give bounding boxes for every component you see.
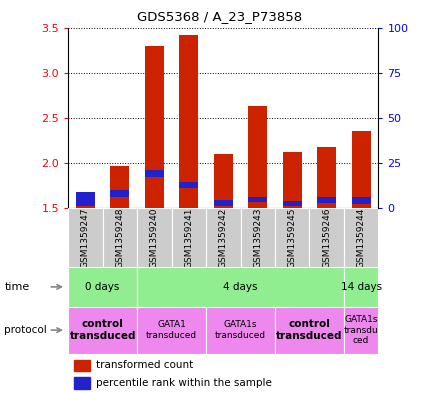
- Bar: [137, 267, 344, 307]
- Bar: [180, 182, 198, 187]
- Text: GSM1359248: GSM1359248: [115, 208, 125, 268]
- Text: control
transduced: control transduced: [70, 320, 136, 341]
- Bar: [344, 267, 378, 307]
- Text: 0 days: 0 days: [85, 282, 120, 292]
- Bar: [68, 208, 103, 267]
- Bar: [283, 201, 302, 206]
- Bar: [145, 170, 164, 177]
- Bar: [206, 208, 241, 267]
- Bar: [309, 208, 344, 267]
- Bar: [248, 196, 267, 202]
- Bar: [352, 197, 370, 204]
- Bar: [145, 46, 164, 208]
- Text: percentile rank within the sample: percentile rank within the sample: [96, 378, 272, 388]
- Bar: [68, 307, 137, 354]
- Text: GSM1359246: GSM1359246: [322, 208, 331, 268]
- Text: GSM1359244: GSM1359244: [357, 208, 366, 268]
- Text: GSM1359240: GSM1359240: [150, 208, 159, 268]
- Bar: [317, 197, 336, 203]
- Text: GATA1s
transdu
ced: GATA1s transdu ced: [344, 315, 378, 345]
- Bar: [344, 307, 378, 354]
- Bar: [76, 195, 95, 208]
- Bar: [275, 307, 344, 354]
- Bar: [344, 208, 378, 267]
- Text: 14 days: 14 days: [341, 282, 382, 292]
- Text: GATA1
transduced: GATA1 transduced: [146, 320, 197, 340]
- Bar: [76, 192, 95, 206]
- Bar: [283, 152, 302, 208]
- Text: GDS5368 / A_23_P73858: GDS5368 / A_23_P73858: [137, 10, 303, 23]
- Bar: [172, 208, 206, 267]
- Bar: [241, 208, 275, 267]
- Text: GATA1s
transduced: GATA1s transduced: [215, 320, 266, 340]
- Text: GSM1359242: GSM1359242: [219, 208, 228, 268]
- Bar: [74, 377, 90, 389]
- Bar: [180, 35, 198, 208]
- Text: control
transduced: control transduced: [276, 320, 343, 341]
- Bar: [103, 208, 137, 267]
- Text: 4 days: 4 days: [223, 282, 258, 292]
- Text: protocol: protocol: [4, 325, 47, 335]
- Bar: [352, 131, 370, 208]
- Text: time: time: [4, 282, 29, 292]
- Bar: [248, 106, 267, 208]
- Bar: [214, 200, 233, 206]
- Bar: [137, 208, 172, 267]
- Bar: [68, 267, 137, 307]
- Text: GSM1359241: GSM1359241: [184, 208, 193, 268]
- Bar: [74, 360, 90, 371]
- Bar: [214, 154, 233, 208]
- Bar: [317, 147, 336, 208]
- Bar: [137, 307, 206, 354]
- Bar: [275, 208, 309, 267]
- Bar: [110, 190, 129, 197]
- Text: GSM1359243: GSM1359243: [253, 208, 262, 268]
- Text: transformed count: transformed count: [96, 360, 193, 371]
- Bar: [206, 307, 275, 354]
- Text: GSM1359247: GSM1359247: [81, 208, 90, 268]
- Text: GSM1359245: GSM1359245: [288, 208, 297, 268]
- Bar: [110, 166, 129, 208]
